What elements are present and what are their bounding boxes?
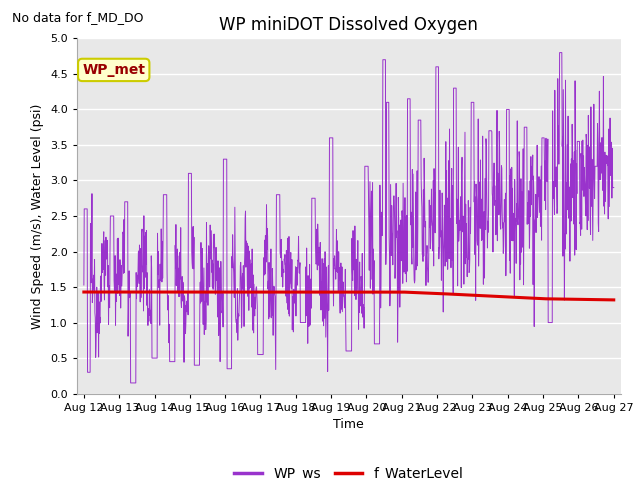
Text: WP_met: WP_met (82, 63, 145, 77)
Y-axis label: Wind Speed (m/s), Water Level (psi): Wind Speed (m/s), Water Level (psi) (31, 103, 44, 329)
Title: WP miniDOT Dissolved Oxygen: WP miniDOT Dissolved Oxygen (220, 16, 478, 34)
Legend: WP_ws, f_WaterLevel: WP_ws, f_WaterLevel (228, 461, 469, 480)
Text: No data for f_MD_DO: No data for f_MD_DO (12, 11, 143, 24)
X-axis label: Time: Time (333, 418, 364, 431)
